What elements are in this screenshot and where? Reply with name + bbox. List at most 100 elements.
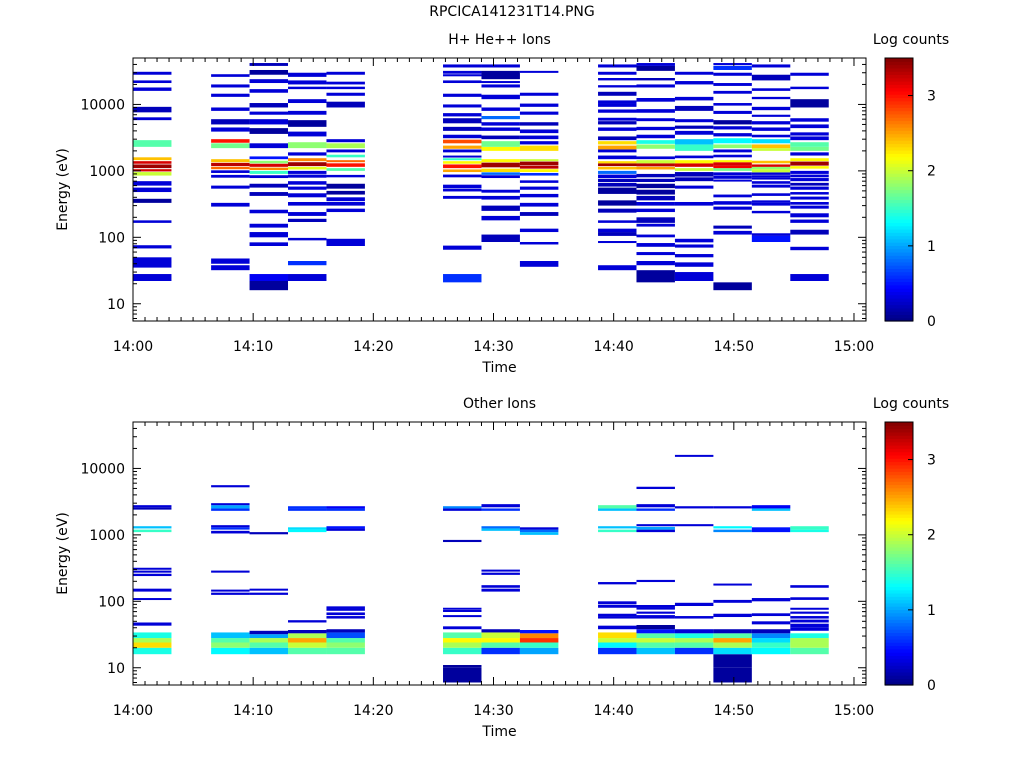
heatmap-cell xyxy=(519,103,559,107)
colorbar-segment xyxy=(885,431,913,436)
heatmap-cell xyxy=(751,164,791,167)
heatmap-cell xyxy=(598,505,637,509)
heatmap-cell xyxy=(598,161,637,164)
heatmap-cell xyxy=(636,77,675,81)
heatmap-cell xyxy=(636,270,675,283)
heatmap-cell xyxy=(519,630,559,634)
colorbar-segment xyxy=(885,497,913,502)
heatmap-cell xyxy=(211,485,250,488)
heatmap-cell xyxy=(674,647,714,655)
heatmap-cell xyxy=(636,605,675,608)
heatmap-cell xyxy=(598,166,637,170)
heatmap-cell xyxy=(133,526,172,529)
colorbar-segment xyxy=(885,140,913,145)
heatmap-cell xyxy=(326,612,365,616)
heatmap-cell xyxy=(713,162,752,166)
heatmap-cell xyxy=(598,582,637,585)
colorbar-segment xyxy=(885,166,913,171)
heatmap-cell xyxy=(751,508,791,511)
heatmap-cell xyxy=(790,146,829,151)
colorbar-segment xyxy=(885,569,913,574)
heatmap-cell xyxy=(519,122,559,126)
colorbar-segment xyxy=(885,635,913,640)
colorbar-segment xyxy=(885,451,913,456)
heatmap-cell xyxy=(598,100,637,104)
heatmap-cell xyxy=(249,170,289,174)
colorbar-segment xyxy=(885,622,913,627)
panel1-plot-frame xyxy=(132,57,867,322)
panel2-title: Other Ions xyxy=(463,396,536,412)
heatmap-cell xyxy=(249,183,289,188)
y-tick-label: 100 xyxy=(98,230,125,246)
heatmap-cell xyxy=(326,526,365,529)
heatmap-cell xyxy=(443,539,482,543)
heatmap-cell xyxy=(481,205,520,211)
colorbar-segment xyxy=(885,602,913,607)
heatmap-cell xyxy=(751,184,791,188)
heatmap-cell xyxy=(636,144,675,149)
heatmap-cell xyxy=(713,90,752,94)
heatmap-cell xyxy=(790,585,829,588)
colorbar-segment xyxy=(885,133,913,138)
colorbar-segment xyxy=(885,481,913,486)
heatmap-cell xyxy=(751,647,791,655)
heatmap-cell xyxy=(790,642,829,648)
heatmap-cell xyxy=(598,642,637,648)
heatmap-cell xyxy=(636,611,675,614)
colorbar-segment xyxy=(885,90,913,95)
heatmap-cell xyxy=(674,144,714,151)
heatmap-cell xyxy=(598,232,637,236)
heatmap-cell xyxy=(481,172,520,175)
heatmap-cell xyxy=(713,654,752,668)
heatmap-cell xyxy=(790,205,829,209)
heatmap-cell xyxy=(326,528,365,531)
colorbar-segment xyxy=(885,652,913,657)
heatmap-cell xyxy=(443,126,482,131)
heatmap-cell xyxy=(481,195,520,200)
heatmap-cell xyxy=(443,506,482,509)
colorbar-segment xyxy=(885,297,913,302)
heatmap-cell xyxy=(519,633,559,639)
heatmap-cell xyxy=(519,186,559,190)
heatmap-cell xyxy=(713,647,752,655)
heatmap-cell xyxy=(481,234,520,243)
heatmap-cell xyxy=(443,113,482,117)
heatmap-cell xyxy=(288,647,327,655)
heatmap-cell xyxy=(713,613,752,618)
heatmap-cell xyxy=(326,202,365,206)
heatmap-cell xyxy=(790,118,829,122)
heatmap-cell xyxy=(674,71,714,75)
heatmap-cell xyxy=(751,193,791,196)
heatmap-cell xyxy=(598,178,637,183)
heatmap-cell xyxy=(519,180,559,183)
heatmap-cell xyxy=(133,172,172,176)
heatmap-cell xyxy=(674,105,714,111)
heatmap-cell xyxy=(481,647,520,655)
colorbar-segment xyxy=(885,209,913,214)
heatmap-cell xyxy=(636,642,675,648)
heatmap-cell xyxy=(674,168,714,171)
heatmap-cell xyxy=(249,592,289,595)
heatmap-cell xyxy=(751,598,791,602)
heatmap-cell xyxy=(751,527,791,533)
x-tick-label: 14:10 xyxy=(233,339,273,355)
colorbar-segment xyxy=(885,471,913,476)
colorbar-segment xyxy=(885,678,913,683)
colorbar-segment xyxy=(885,146,913,151)
heatmap-cell xyxy=(133,245,172,249)
heatmap-cell xyxy=(211,166,250,170)
heatmap-cell xyxy=(288,152,327,156)
colorbar-segment xyxy=(885,441,913,446)
panel1-colorbar-label: Log counts xyxy=(873,32,949,48)
heatmap-cell xyxy=(288,630,327,634)
x-tick-label: 14:40 xyxy=(593,703,633,719)
colorbar-segment xyxy=(885,589,913,594)
colorbar-tick-label: 3 xyxy=(927,89,936,105)
colorbar-segment xyxy=(885,579,913,584)
heatmap-cell xyxy=(133,80,172,84)
heatmap-cell xyxy=(790,627,829,631)
colorbar-segment xyxy=(885,438,913,443)
heatmap-cell xyxy=(443,134,482,139)
colorbar-tick-label: 2 xyxy=(927,164,936,180)
